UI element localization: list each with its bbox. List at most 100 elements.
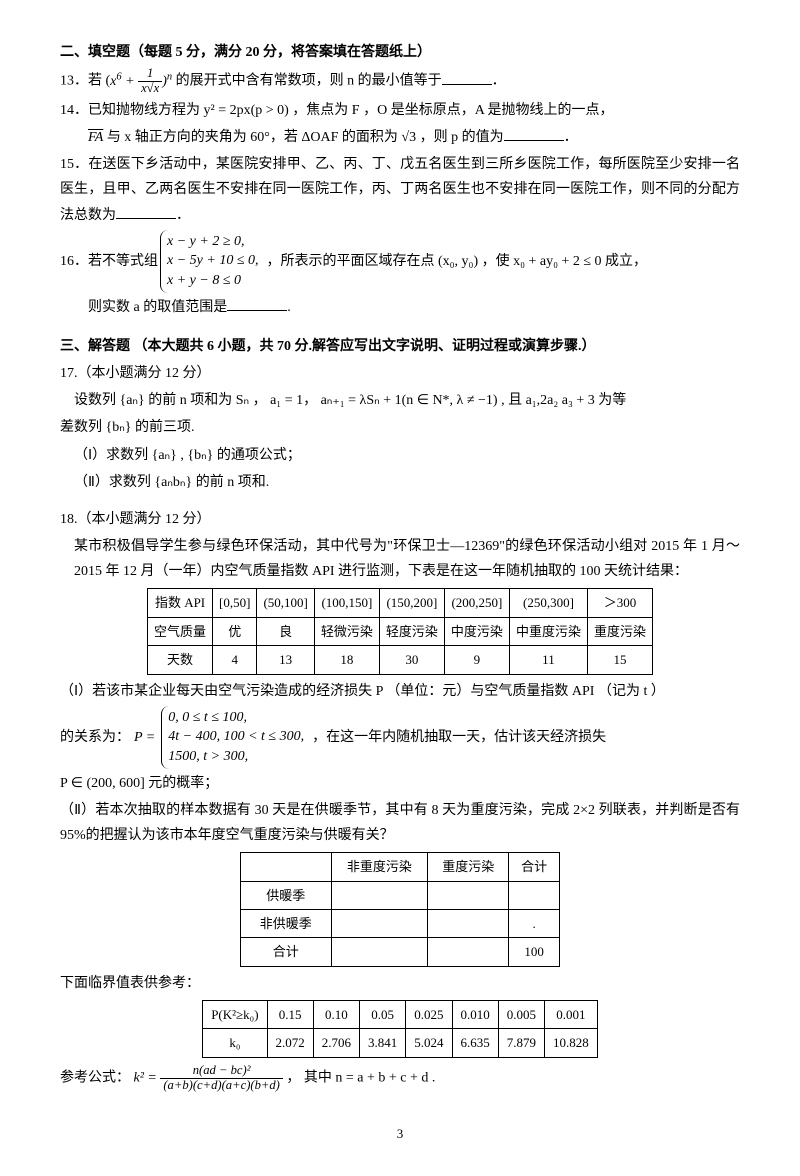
q16-b: ，所表示的平面区域存在点 (x₀, y₀) ，使 x₀ + ay₀ + 2 ≤ … [267, 249, 648, 274]
cell: 3.841 [360, 1029, 406, 1057]
cell: 5.024 [406, 1029, 452, 1057]
cell[interactable] [428, 938, 509, 966]
cell: 指数 API [148, 589, 213, 617]
q16-brace: x − y + 2 ≥ 0, x − 5y + 10 ≤ 0, x + y − … [160, 230, 265, 293]
q13-expr: x6 + [110, 74, 138, 89]
q17-b: 差数列 {bₙ} 的前三项. [60, 415, 740, 440]
k2-frac: n(ad − bc)² (a+b)(c+d)(a+c)(b+d) [160, 1064, 283, 1093]
q13-a: 13．若 ( [60, 74, 110, 89]
cell[interactable] [428, 881, 509, 909]
cell: 2.072 [267, 1029, 313, 1057]
q16-a: 16．若不等式组 [60, 249, 158, 274]
q18-b: （Ⅰ）若该市某企业每天由空气污染造成的经济损失 P （单位：元）与空气质量指数 … [60, 679, 740, 704]
q14-b: 与 x 轴正方向的夹角为 60°，若 ΔOAF 的面积为 √3 ，则 p 的值为 [103, 130, 503, 145]
cell: 天数 [148, 646, 213, 674]
blank-16[interactable] [227, 296, 287, 311]
cell: 2.706 [313, 1029, 359, 1057]
cell: P(K²≥k₀) [203, 1000, 267, 1028]
cell: 非重度污染 [331, 853, 428, 881]
cell: 轻度污染 [379, 617, 444, 645]
cell: 0.025 [406, 1000, 452, 1028]
q18-a: 某市积极倡导学生参与绿色环保活动，其中代号为"环保卫士—12369"的绿色环保活… [60, 534, 740, 584]
q16-l1: x − y + 2 ≥ 0, [167, 232, 259, 252]
pc3: 1500, t > 300, [168, 747, 304, 767]
q17-p1: （Ⅰ）求数列 {aₙ} , {bₙ} 的通项公式； [60, 443, 740, 468]
cell: 0.05 [360, 1000, 406, 1028]
cell: [0,50] [213, 589, 257, 617]
q13-b: 的展开式中含有常数项，则 n 的最小值等于 [172, 74, 442, 89]
q15-b: ． [176, 208, 190, 223]
cell: 0.005 [498, 1000, 544, 1028]
q17-a: 设数列 {aₙ} 的前 n 项和为 Sₙ ， a₁ = 1， aₙ₊₁ = λS… [60, 388, 740, 413]
cell[interactable]: . [509, 909, 560, 937]
cell: (100,150] [314, 589, 379, 617]
cell: 轻微污染 [314, 617, 379, 645]
q18-f-a: 参考公式： [60, 1070, 130, 1085]
cell: 中度污染 [444, 617, 509, 645]
cell: 18 [314, 646, 379, 674]
q13-c: ． [492, 74, 506, 89]
q13: 13．若 (x6 + 1x√x)n 的展开式中含有常数项，则 n 的最小值等于 ． [60, 67, 740, 96]
table-row: k₀ 2.072 2.706 3.841 5.024 6.635 7.879 1… [203, 1029, 598, 1057]
table-row: 天数 4 13 18 30 9 11 15 [148, 646, 653, 674]
cell: 30 [379, 646, 444, 674]
cell[interactable] [331, 881, 428, 909]
cell: (250,300] [509, 589, 587, 617]
q18-rel: 的关系为： P = 0, 0 ≤ t ≤ 100, 4t − 400, 100 … [60, 706, 740, 769]
cell: 6.635 [452, 1029, 498, 1057]
q18-h: 18.（本小题满分 12 分） [60, 507, 740, 532]
cell: 0.001 [545, 1000, 598, 1028]
cell: 空气质量 [148, 617, 213, 645]
q18-rel-b: ，在这一年内随机抽取一天，估计该天经济损失 [312, 725, 606, 750]
table-row: 合计 100 [241, 938, 560, 966]
cell: 0.010 [452, 1000, 498, 1028]
cell[interactable] [331, 909, 428, 937]
cell: 100 [509, 938, 560, 966]
fa-vec: FA [88, 130, 103, 145]
q18-c: P ∈ (200, 600] 元的概率； [60, 771, 740, 796]
cell[interactable] [428, 909, 509, 937]
q18-d: （Ⅱ）若本次抽取的样本数据有 30 天是在供暖季节，其中有 8 天为重度污染，完… [60, 798, 740, 848]
section3-title: 三、解答题 （本大题共 6 小题，共 70 分.解答应写出文字说明、证明过程或演… [60, 334, 740, 359]
cell[interactable] [509, 881, 560, 909]
q18-f-b: ， 其中 n = a + b + c + d . [286, 1070, 435, 1085]
blank-13[interactable] [442, 70, 492, 85]
table-row: 指数 API [0,50] (50,100] (100,150] (150,20… [148, 589, 653, 617]
q14-a: 14．已知抛物线方程为 y² = 2px(p > 0) ，焦点为 F ，O 是坐… [60, 103, 614, 118]
q16-l3: x + y − 8 ≤ 0 [167, 271, 259, 291]
cell: 7.879 [498, 1029, 544, 1057]
api-table: 指数 API [0,50] (50,100] (100,150] (150,20… [147, 588, 653, 674]
cell: 非供暖季 [241, 909, 332, 937]
cell: 10.828 [545, 1029, 598, 1057]
cell: (150,200] [379, 589, 444, 617]
cell: 0.15 [267, 1000, 313, 1028]
blank-15[interactable] [116, 204, 176, 219]
critical-table: P(K²≥k₀) 0.15 0.10 0.05 0.025 0.010 0.00… [202, 1000, 598, 1058]
cell: 合计 [241, 938, 332, 966]
cell: 供暖季 [241, 881, 332, 909]
table-row: 供暖季 [241, 881, 560, 909]
pc2: 4t − 400, 100 < t ≤ 300, [168, 727, 304, 747]
q14-c: ． [564, 130, 578, 145]
cell: ＞300 [587, 589, 652, 617]
q17-p2: （Ⅱ）求数列 {aₙbₙ} 的前 n 项和. [60, 470, 740, 495]
cell: 13 [257, 646, 314, 674]
section2-title: 二、填空题（每题 5 分，满分 20 分，将答案填在答题纸上） [60, 40, 740, 65]
q13-den: x√x [138, 82, 162, 96]
contingency-table: 非重度污染 重度污染 合计 供暖季 非供暖季 . 合计 100 [240, 852, 560, 967]
p-eq: P = [134, 725, 155, 750]
cell [241, 853, 332, 881]
cell: (200,250] [444, 589, 509, 617]
q16: 16．若不等式组 x − y + 2 ≥ 0, x − 5y + 10 ≤ 0,… [60, 230, 740, 293]
cell[interactable] [331, 938, 428, 966]
cell: 中重度污染 [509, 617, 587, 645]
q13-frac: 1x√x [138, 67, 162, 96]
cell: 合计 [509, 853, 560, 881]
q13-paren: )n [162, 74, 172, 89]
cell: 15 [587, 646, 652, 674]
q16-cont: 则实数 a 的取值范围是. [60, 295, 740, 320]
blank-14[interactable] [504, 126, 564, 141]
q13-num: 1 [138, 67, 162, 82]
q14: 14．已知抛物线方程为 y² = 2px(p > 0) ，焦点为 F ，O 是坐… [60, 98, 740, 123]
q17-h: 17.（本小题满分 12 分） [60, 361, 740, 386]
